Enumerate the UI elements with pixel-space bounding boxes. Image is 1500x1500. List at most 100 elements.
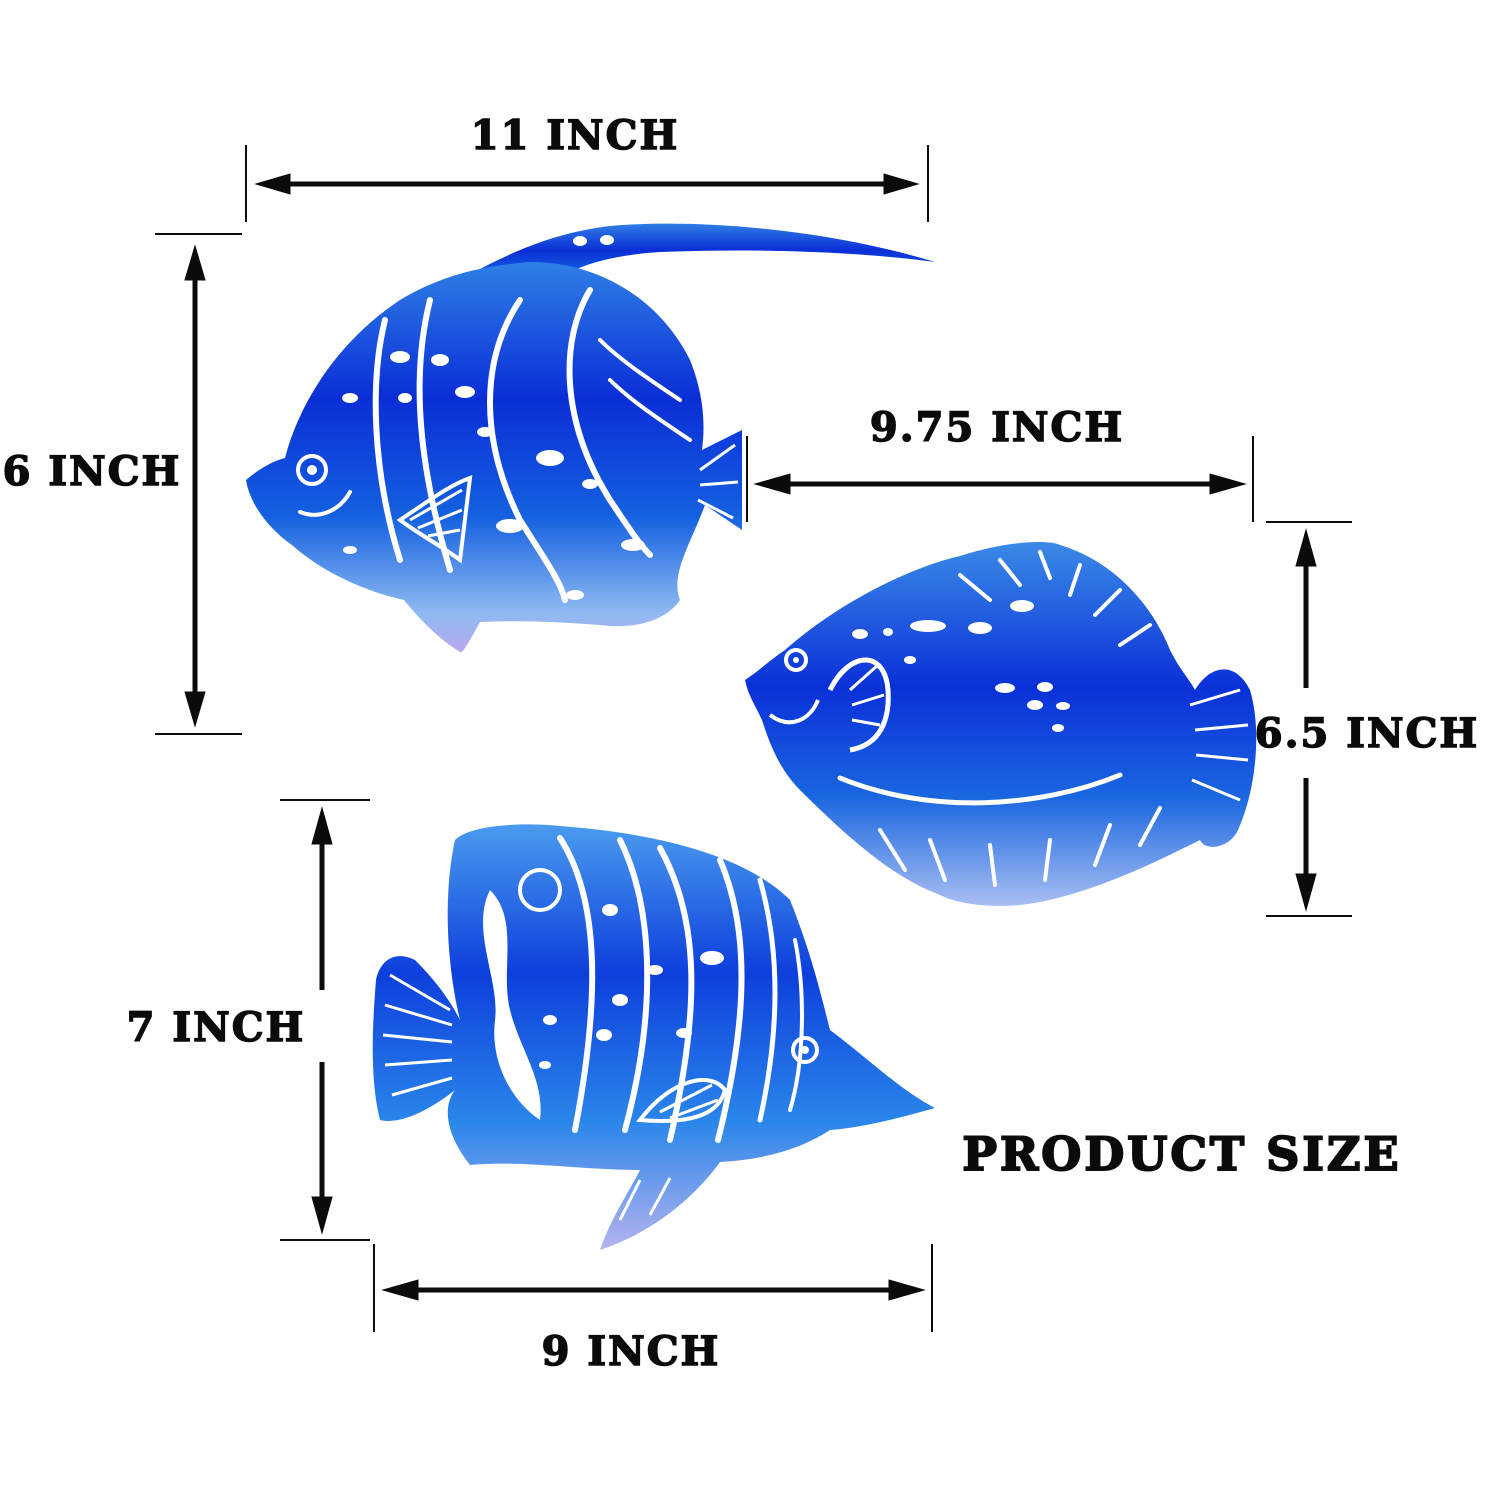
fish3-tail-ray [384, 1003, 453, 1027]
fish3-stripe [788, 938, 804, 1112]
fish1-tail-ray [699, 480, 739, 487]
fish3-eye [791, 1036, 819, 1064]
fish3-spot [612, 994, 628, 1006]
fish2-fin-ray [998, 558, 1022, 587]
fish1-pectoral-fin [396, 475, 473, 564]
fish3-pectoral-fin [636, 1078, 728, 1123]
fish2-gill [827, 657, 891, 753]
fish2-spot [995, 683, 1015, 693]
fish2-spot [1010, 600, 1034, 612]
fish2-mouth [768, 699, 820, 725]
fish1-spot [496, 519, 524, 533]
fish2-gill-ray [849, 663, 879, 692]
dim-arrowhead [883, 173, 920, 195]
dim-arrowhead [311, 1196, 333, 1235]
fish3-fin-ray [659, 1083, 713, 1114]
fish1-spot [477, 427, 493, 437]
fish1-tail-ray [699, 443, 736, 472]
dim-arrowhead [1295, 873, 1317, 912]
fish1-spot [566, 590, 584, 600]
fish1-fin-ray [417, 508, 463, 530]
fish2-width-label: 9.75 INCH [869, 404, 1125, 451]
fish3-stripe [757, 877, 778, 1123]
fish3-tail-ray [391, 1076, 453, 1097]
fish3-spot [543, 1015, 557, 1025]
fish1-height-label: 6 INCH [2, 448, 182, 495]
fish2-tail-ray [1189, 688, 1241, 707]
fish2-fin-ray [988, 843, 997, 887]
fish2-eye [784, 648, 808, 672]
fish3-tail-ray [384, 1058, 453, 1067]
fish2-gill-ray [851, 718, 881, 727]
fish2-fin-ray [928, 838, 947, 882]
fish2-tail-ray [1195, 753, 1249, 762]
fish2-eye-pupil [793, 657, 799, 663]
fish2-body [745, 542, 1257, 906]
fish3-tail-ray [382, 1033, 453, 1044]
fish3-body [372, 824, 935, 1250]
fish3-stripe [657, 845, 695, 1143]
fish3-height-label: 7 INCH [126, 1004, 306, 1051]
fish2-fin-ray [958, 573, 992, 602]
fish2-gill-ray [851, 693, 885, 707]
fish-moorish-idol [246, 223, 935, 653]
fish1-stripe [372, 317, 403, 563]
fish3-spot [596, 1029, 612, 1041]
fish1-spot [582, 479, 598, 489]
fish3-spot [539, 1061, 551, 1069]
fish2-spot [1052, 724, 1064, 732]
fish3-spot [602, 904, 618, 916]
fish1-stripe [598, 338, 682, 402]
fish1-stripe [566, 287, 653, 558]
fish1-spot [342, 393, 358, 403]
fish1-spot [621, 539, 645, 551]
fish2-fin-ray [1138, 806, 1162, 847]
fish2-fin-ray [1068, 563, 1082, 597]
fish2-fin-ray [1093, 588, 1122, 617]
fish1-spot [600, 235, 614, 245]
fish3-stripe [557, 835, 596, 1133]
fish2-spot [852, 629, 868, 639]
fish2-fin-ray [1043, 838, 1052, 882]
fish1-fin-ray [409, 488, 463, 522]
fish1-stripe [416, 297, 453, 573]
fish-round-reef-fish [745, 542, 1257, 906]
fish1-fin-ray [427, 528, 461, 538]
fish1-spot [398, 393, 412, 403]
fish3-spot [700, 951, 724, 965]
dim-arrowhead [381, 1279, 419, 1301]
fish1-width-label: 11 INCH [470, 112, 680, 159]
fish2-spot [910, 620, 946, 632]
product-size-title: PRODUCT SIZE [961, 1127, 1402, 1181]
fish2-fin-ray [878, 828, 907, 872]
fish2-spot [904, 656, 916, 664]
fish2-spot [1027, 700, 1043, 710]
fish1-stripe [487, 297, 568, 603]
fish-butterflyfish [372, 824, 935, 1250]
fish3-fin-ray [618, 1179, 642, 1221]
fish2-tail-ray [1194, 723, 1249, 732]
dim-arrowhead [184, 691, 206, 728]
fish1-tail-ray [697, 498, 734, 520]
fish3-spot [647, 965, 663, 975]
fish1-gill [298, 490, 352, 517]
fish2-spot [883, 628, 893, 636]
fish2-tail-ray [1191, 778, 1241, 802]
fish3-band [483, 890, 541, 1120]
fish2-spot [1056, 702, 1070, 710]
fish2-fin-ray [1093, 823, 1112, 867]
fish1-eye-pupil [307, 465, 317, 475]
fish1-spot [573, 236, 587, 246]
fish2-fin-ray [1038, 550, 1052, 580]
fish1-spot [343, 546, 357, 554]
fish2-fin-ray [1118, 623, 1152, 647]
fish2-spot [968, 622, 992, 634]
fish2-spot [1037, 682, 1053, 692]
fish3-ocellus [518, 868, 562, 912]
fish3-tail-ray [389, 973, 451, 1012]
fish3-width-label: 9 INCH [541, 1328, 721, 1375]
dimension-lines [155, 145, 1352, 1332]
fish3-stripe [715, 857, 745, 1143]
